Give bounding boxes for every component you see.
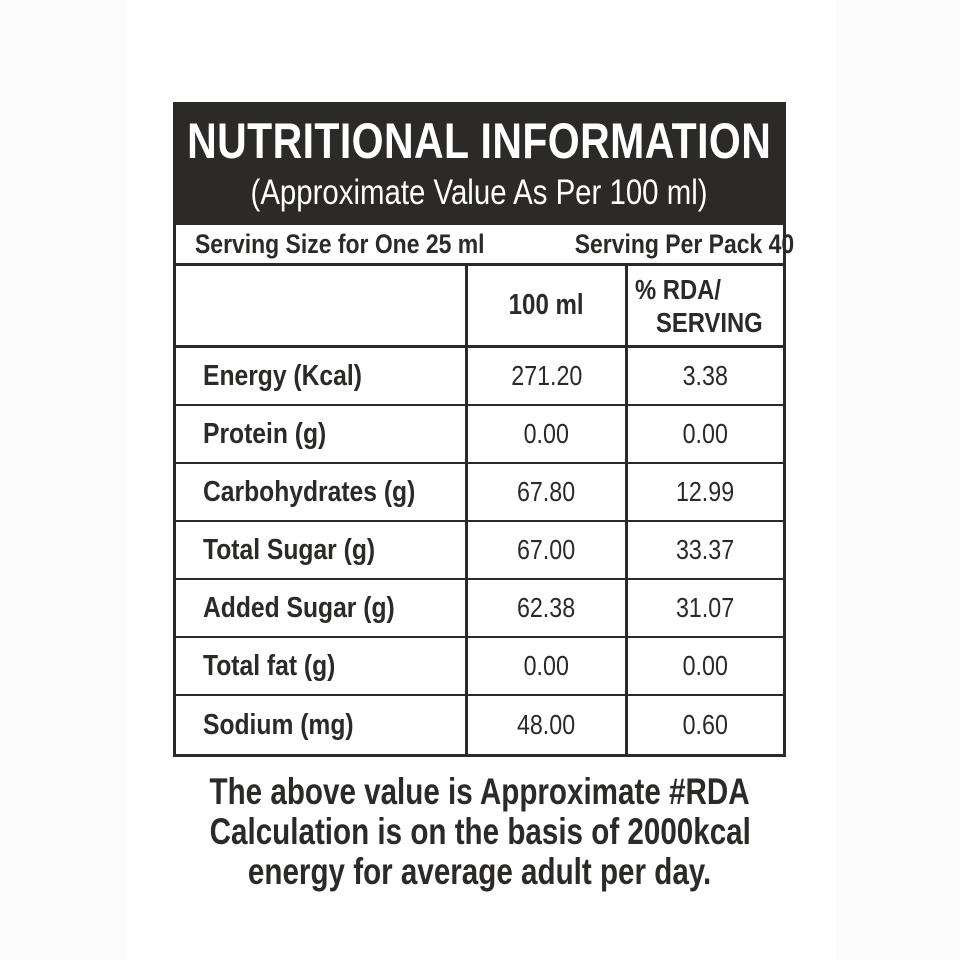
column-header-rda-serving: % RDA/ SERVING [625, 266, 783, 345]
column-header-100ml: 100 ml [465, 266, 625, 345]
value-per-100ml: 271.20 [465, 348, 625, 404]
right-margin [836, 0, 960, 960]
nutrition-label: NUTRITIONAL INFORMATION (Approximate Val… [173, 102, 794, 757]
label-header: NUTRITIONAL INFORMATION (Approximate Val… [173, 102, 786, 222]
column-header-nutrient [176, 266, 465, 345]
rda-header-line1: % RDA/ [635, 273, 721, 305]
nutrient-name: Total fat (g) [203, 649, 336, 682]
table-row-protein: Protein (g) 0.00 0.00 [176, 406, 783, 464]
value-per-100ml: 0.00 [465, 406, 625, 462]
serving-row: Serving Size for One 25 ml Serving Per P… [176, 225, 794, 266]
value-rda-per-serving: 3.38 [625, 348, 783, 404]
table-row-total-sugar: Total Sugar (g) 67.00 33.37 [176, 522, 783, 580]
table-row-energy: Energy (Kcal) 271.20 3.38 [176, 348, 783, 406]
value-per-100ml: 48.00 [465, 696, 625, 754]
nutrient-name: Sodium (mg) [203, 708, 354, 741]
value-rda-per-serving: 33.37 [625, 522, 783, 578]
nutrient-name: Energy (Kcal) [203, 359, 362, 392]
disclaimer-line-3: energy for average adult per day. [248, 851, 712, 892]
value-per-100ml: 0.00 [465, 638, 625, 694]
value-rda-per-serving: 0.00 [625, 638, 783, 694]
table-row-total-fat: Total fat (g) 0.00 0.00 [176, 638, 783, 696]
nutrient-name: Total Sugar (g) [203, 533, 376, 566]
disclaimer-line-2: Calculation is on the basis of 2000kcal [209, 811, 751, 852]
nutrient-name: Carbohydrates (g) [203, 475, 416, 508]
serving-size-text: Serving Size for One 25 ml [195, 228, 485, 259]
label-title: NUTRITIONAL INFORMATION [187, 112, 772, 169]
value-rda-per-serving: 31.07 [625, 580, 783, 636]
value-per-100ml: 67.00 [465, 522, 625, 578]
value-rda-per-serving: 0.60 [625, 696, 783, 754]
value-per-100ml: 67.80 [465, 464, 625, 520]
nutrient-name: Added Sugar (g) [203, 591, 395, 624]
left-margin [0, 0, 126, 960]
nutrition-table: Serving Size for One 25 ml Serving Per P… [173, 222, 794, 757]
table-row-carbohydrates: Carbohydrates (g) 67.80 12.99 [176, 464, 783, 522]
value-rda-per-serving: 0.00 [625, 406, 783, 462]
table-row-sodium: Sodium (mg) 48.00 0.60 [176, 696, 783, 754]
table-row-added-sugar: Added Sugar (g) 62.38 31.07 [176, 580, 783, 638]
rda-header-line2: SERVING [656, 306, 763, 338]
value-rda-per-serving: 12.99 [625, 464, 783, 520]
serving-per-pack-text: Serving Per Pack 40 [574, 228, 794, 259]
column-header-row: 100 ml % RDA/ SERVING [176, 266, 783, 348]
label-subtitle: (Approximate Value As Per 100 ml) [250, 172, 708, 212]
disclaimer: The above value is Approximate #RDA Calc… [0, 772, 960, 892]
value-per-100ml: 62.38 [465, 580, 625, 636]
nutrient-name: Protein (g) [203, 417, 327, 450]
disclaimer-line-1: The above value is Approximate #RDA [209, 771, 751, 812]
